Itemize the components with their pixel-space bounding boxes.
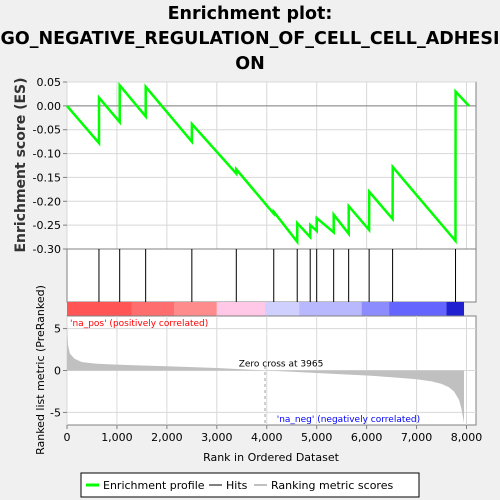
color-bar-segment (216, 302, 266, 316)
color-bar-segment (361, 302, 390, 316)
enrichment-profile-line (66, 81, 470, 246)
title-line-3: ON (235, 54, 265, 74)
x-tick-label: 5,000 (301, 431, 333, 444)
metric-y-axis-label: Ranked list metric (PreRanked) (34, 285, 47, 455)
es-tick-label: -0.05 (33, 124, 61, 137)
legend-box (80, 472, 420, 498)
color-bar-segment (446, 302, 465, 316)
es-y-axis-label: Enrichment score (ES) (13, 77, 29, 252)
es-tick-label: -0.20 (33, 195, 61, 208)
legend: Enrichment profile Hits Ranking metric s… (80, 472, 420, 498)
metric-x-ticks: 0 1,000 2,000 3,000 4,000 5,000 6,000 7,000 8,00… (64, 425, 483, 444)
es-y-ticks: 0.05 0.00 -0.05 -0.10 -0.15 -0.20 -0.25 -0.30 (33, 76, 67, 256)
metric-y-ticks: 5 0 -5 (50, 323, 67, 419)
metric-tick-label: 0 (54, 365, 61, 378)
legend-hits-label: Hits (226, 479, 248, 492)
color-bar-segment (265, 302, 300, 316)
x-axis-label: Rank in Ordered Dataset (203, 451, 340, 464)
es-plot-area (66, 81, 477, 250)
title-line-2: GO_NEGATIVE_REGULATION_OF_CELL_CELL_ADHE… (0, 29, 500, 49)
metric-panel: Zero cross at 3965 'na_pos' (positively … (34, 285, 482, 464)
es-tick-label: 0.00 (37, 100, 62, 113)
metric-tick-label: 5 (54, 323, 61, 336)
color-bar-segment (131, 302, 175, 316)
x-tick-label: 6,000 (351, 431, 383, 444)
x-tick-label: 3,000 (201, 431, 233, 444)
rank-color-bar (67, 302, 465, 316)
x-tick-label: 1,000 (101, 431, 133, 444)
es-tick-label: -0.30 (33, 243, 61, 256)
hit-lines (98, 249, 457, 302)
x-tick-label: 4,000 (251, 431, 283, 444)
es-tick-label: -0.25 (33, 219, 61, 232)
color-bar-segment (67, 302, 132, 316)
es-tick-label: -0.15 (33, 171, 61, 184)
color-bar-segment (299, 302, 362, 316)
x-tick-label: 8,000 (451, 431, 483, 444)
neg-correlated-label: 'na_neg' (negatively correlated) (277, 415, 420, 425)
legend-ranking-label: Ranking metric scores (271, 479, 393, 492)
ranking-metric-area (67, 324, 464, 424)
pos-correlated-label: 'na_pos' (positively correlated) (70, 319, 208, 329)
hits-plot-area (66, 248, 477, 303)
color-bar-segment (174, 302, 217, 316)
chart-title: Enrichment plot: GO_NEGATIVE_REGULATION_… (0, 2, 500, 77)
metric-tick-label: -5 (50, 406, 61, 419)
hits-panel (66, 248, 477, 303)
es-tick-label: 0.05 (37, 76, 62, 89)
color-bar-segment (389, 302, 447, 316)
zero-cross-label: Zero cross at 3965 (239, 360, 324, 370)
x-tick-label: 0 (64, 431, 71, 444)
es-panel: 0.05 0.00 -0.05 -0.10 -0.15 -0.20 -0.25 -0.30 E… (13, 76, 477, 256)
x-tick-label: 7,000 (401, 431, 433, 444)
legend-enrichment-label: Enrichment profile (103, 479, 205, 492)
x-tick-label: 2,000 (151, 431, 183, 444)
title-line-1: Enrichment plot: (167, 4, 333, 24)
es-tick-label: -0.10 (33, 148, 61, 161)
